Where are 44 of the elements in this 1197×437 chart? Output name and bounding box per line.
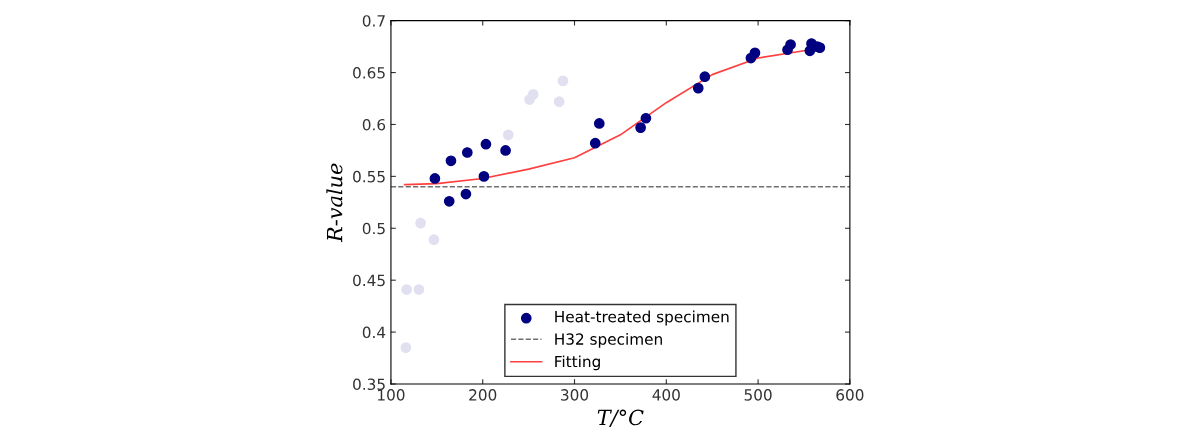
x-tick-label: 400	[652, 389, 680, 401]
point	[413, 284, 425, 295]
y-axis-title: R-value	[326, 163, 343, 243]
point	[429, 173, 441, 184]
y-tick-label: 0.65	[353, 67, 385, 79]
point	[445, 155, 457, 167]
point	[443, 195, 455, 207]
y-tick-label: 0.6	[362, 118, 386, 131]
point	[502, 129, 514, 141]
y-tick-label: 0.55	[353, 170, 385, 183]
x-tick-label: 300	[561, 389, 589, 401]
point	[400, 342, 412, 354]
point	[478, 171, 490, 182]
point	[461, 147, 473, 158]
y-tick-label: 0.35	[353, 378, 385, 391]
y-tick-label: 0.5	[362, 222, 385, 235]
point	[785, 39, 796, 50]
x-tick-label: 200	[469, 389, 497, 401]
y-tick-label: 0.7	[362, 15, 385, 27]
point	[640, 112, 652, 124]
point	[480, 138, 492, 150]
point	[557, 75, 569, 87]
y-tick-label: 0.45	[353, 274, 385, 287]
point	[692, 82, 704, 94]
point	[589, 137, 601, 149]
x-tick-label: 100	[378, 389, 405, 401]
legend-label: H32 specimen	[555, 333, 662, 348]
legend-label: Fitting	[555, 355, 600, 371]
point	[500, 145, 511, 156]
point	[415, 217, 426, 229]
point	[749, 47, 761, 59]
point	[428, 234, 440, 246]
point	[635, 122, 646, 133]
point	[699, 71, 711, 83]
x-axis-title: T/°C	[597, 409, 644, 427]
x-tick-label: 500	[744, 389, 772, 401]
point	[460, 188, 472, 200]
point	[553, 96, 565, 107]
point	[527, 89, 539, 100]
y-tick-label: 0.4	[362, 326, 386, 339]
legend-label: Heat-treated specimen	[555, 310, 729, 326]
x-tick-label: 600	[836, 389, 864, 401]
point	[401, 284, 412, 295]
point	[593, 118, 605, 129]
